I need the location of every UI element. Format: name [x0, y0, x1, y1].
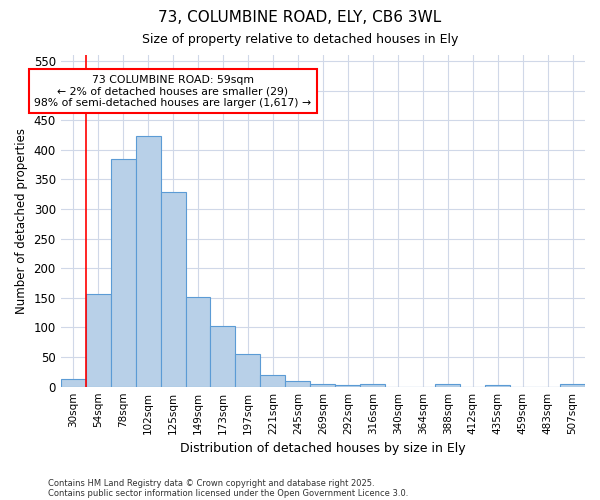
Text: Contains public sector information licensed under the Open Government Licence 3.: Contains public sector information licen…: [48, 488, 409, 498]
Text: 73 COLUMBINE ROAD: 59sqm
← 2% of detached houses are smaller (29)
98% of semi-de: 73 COLUMBINE ROAD: 59sqm ← 2% of detache…: [34, 74, 311, 108]
Bar: [360, 384, 385, 386]
X-axis label: Distribution of detached houses by size in Ely: Distribution of detached houses by size …: [180, 442, 466, 455]
Bar: [485, 385, 510, 386]
Text: Size of property relative to detached houses in Ely: Size of property relative to detached ho…: [142, 32, 458, 46]
Text: Contains HM Land Registry data © Crown copyright and database right 2025.: Contains HM Land Registry data © Crown c…: [48, 478, 374, 488]
Bar: [185, 296, 211, 386]
Text: 73, COLUMBINE ROAD, ELY, CB6 3WL: 73, COLUMBINE ROAD, ELY, CB6 3WL: [158, 10, 442, 25]
Bar: [310, 384, 335, 386]
Bar: [435, 384, 460, 386]
Bar: [211, 326, 235, 386]
Bar: [110, 159, 136, 386]
Bar: [161, 192, 185, 386]
Y-axis label: Number of detached properties: Number of detached properties: [15, 128, 28, 314]
Bar: [235, 354, 260, 386]
Bar: [286, 381, 310, 386]
Bar: [86, 294, 110, 386]
Bar: [335, 385, 360, 386]
Bar: [560, 384, 585, 386]
Bar: [136, 136, 161, 386]
Bar: [61, 379, 86, 386]
Bar: [260, 376, 286, 386]
